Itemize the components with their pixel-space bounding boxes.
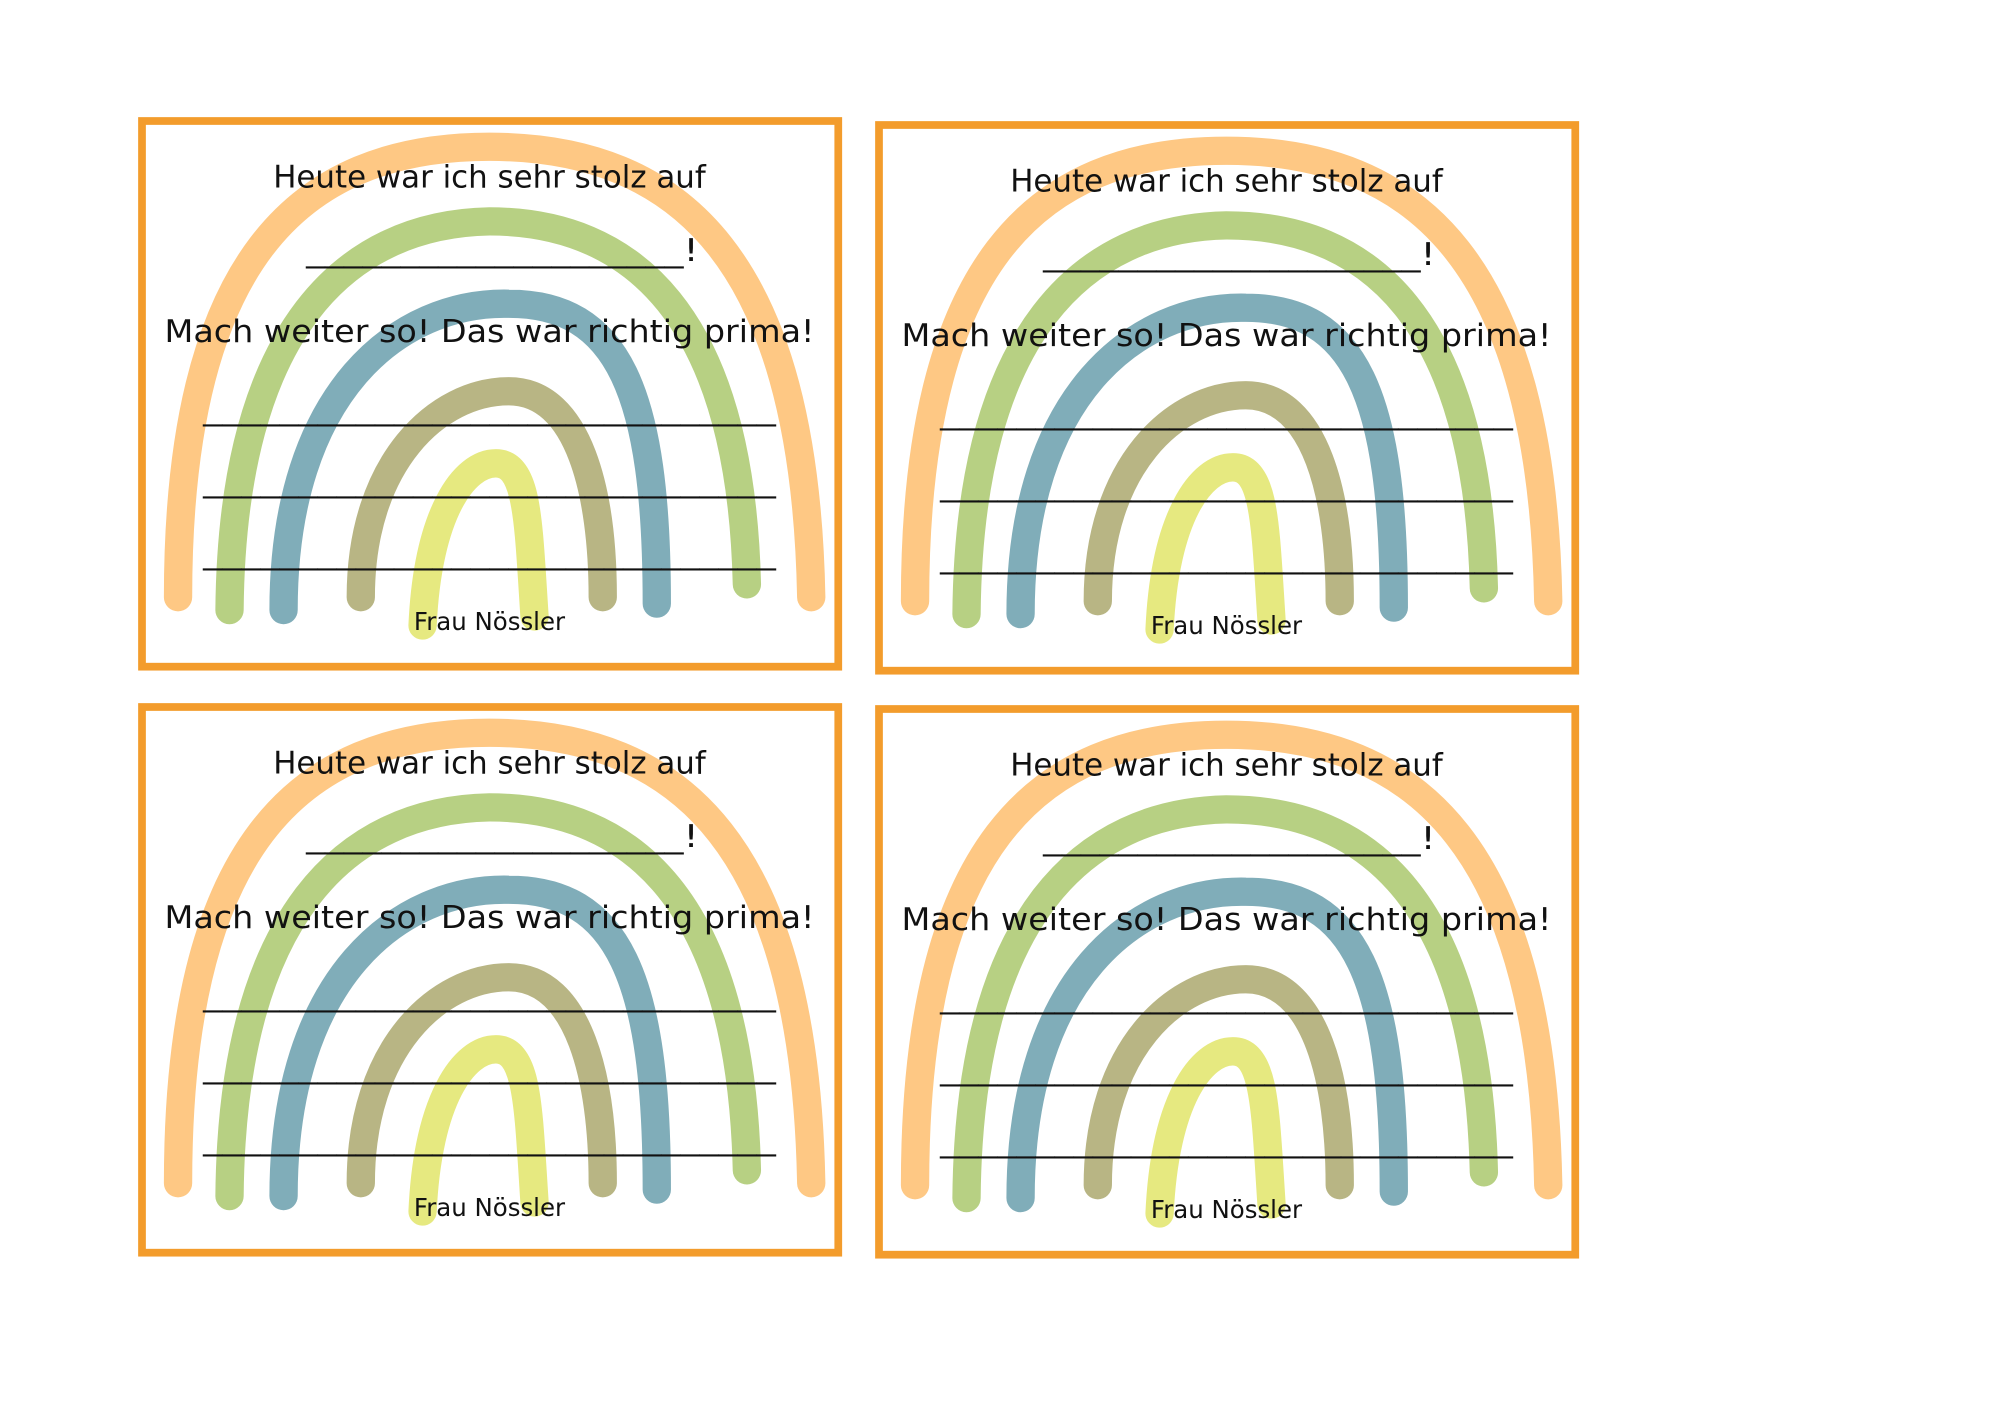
signature: Frau Nössler [1151, 1195, 1303, 1224]
praise: Mach weiter so! Das war richtig prima! [902, 902, 1552, 938]
write-line: ______________________________ [939, 395, 1514, 431]
write-line: ______________________________ [202, 391, 777, 427]
signature: Frau Nössler [1151, 611, 1303, 640]
card: Heute war ich sehr stolz auf ____________… [875, 705, 1580, 1259]
rainbow-arc [952, 795, 1499, 1213]
rainbow-arc [215, 207, 762, 625]
rainbow-arc [163, 718, 826, 1198]
heading: Heute war ich sehr stolz auf [1010, 747, 1444, 783]
write-line: ______________________________ [202, 1121, 777, 1157]
rainbow-arc [269, 875, 671, 1211]
rainbow-arc [408, 449, 549, 640]
rainbow-arc [269, 289, 671, 625]
praise: Mach weiter so! Das war richtig prima! [902, 318, 1552, 354]
rainbow-arc [900, 136, 1563, 616]
rainbow-arc [163, 132, 826, 612]
rainbow-arc [952, 211, 1499, 629]
blank-line: ____________________! [1042, 821, 1436, 857]
write-line: ______________________________ [202, 535, 777, 571]
card: Heute war ich sehr stolz auf ____________… [138, 703, 843, 1257]
rainbow-arc [1006, 877, 1408, 1213]
write-line: ______________________________ [202, 1049, 777, 1085]
write-line: ______________________________ [939, 467, 1514, 503]
rainbow-arc [1145, 453, 1286, 644]
rainbow-arc [1145, 1037, 1286, 1228]
rainbow-arc [900, 720, 1563, 1200]
rainbow-arc [1083, 965, 1354, 1200]
praise: Mach weiter so! Das war richtig prima! [165, 900, 815, 936]
write-line: ______________________________ [939, 979, 1514, 1015]
rainbow-arc [1006, 293, 1408, 629]
rainbow-arc [346, 377, 617, 612]
write-line: ______________________________ [939, 539, 1514, 575]
rainbow-arc [346, 963, 617, 1198]
signature: Frau Nössler [414, 607, 566, 636]
write-line: ______________________________ [939, 1123, 1514, 1159]
write-line: ______________________________ [939, 1051, 1514, 1087]
praise: Mach weiter so! Das war richtig prima! [165, 314, 815, 350]
rainbow-arc [408, 1035, 549, 1226]
rainbow-arc [215, 793, 762, 1211]
rainbow-arc [1083, 381, 1354, 616]
heading: Heute war ich sehr stolz auf [273, 159, 707, 195]
heading: Heute war ich sehr stolz auf [1010, 163, 1444, 199]
blank-line: ____________________! [1042, 237, 1436, 273]
blank-line: ____________________! [305, 819, 699, 855]
write-line: ______________________________ [202, 977, 777, 1013]
heading: Heute war ich sehr stolz auf [273, 745, 707, 781]
signature: Frau Nössler [414, 1193, 566, 1222]
blank-line: ____________________! [305, 233, 699, 269]
card: Heute war ich sehr stolz auf ____________… [875, 121, 1580, 675]
card: Heute war ich sehr stolz auf ____________… [138, 117, 843, 671]
write-line: ______________________________ [202, 463, 777, 499]
